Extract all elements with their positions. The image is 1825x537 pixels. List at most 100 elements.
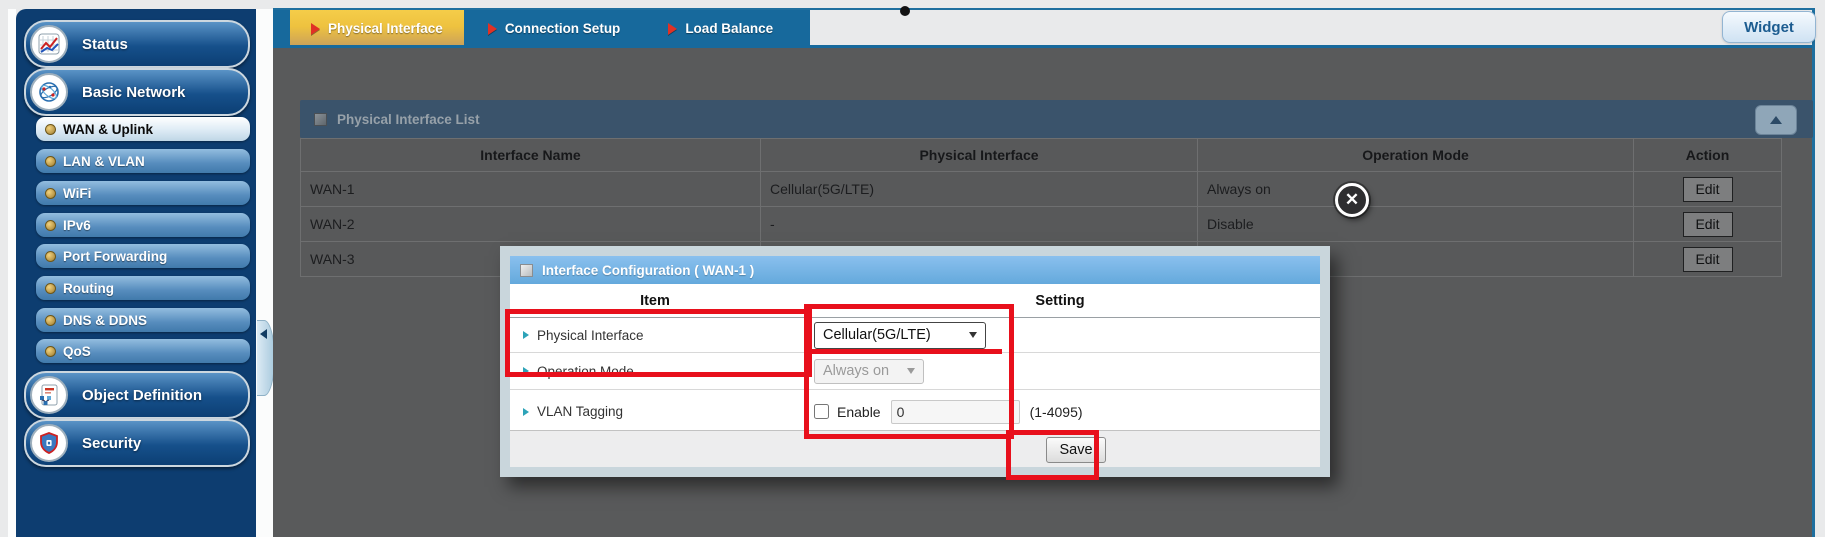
black-dot-marker — [900, 6, 910, 16]
dialog-title: Interface Configuration ( WAN-1 ) — [542, 262, 755, 278]
sidebar-item-wan-uplink[interactable]: WAN & Uplink — [36, 117, 250, 141]
action-cell: Edit — [1634, 172, 1781, 206]
vlan-range-hint: (1-4095) — [1029, 403, 1083, 420]
sidebar-item-label: Security — [82, 434, 142, 452]
security-shield-icon — [30, 424, 68, 462]
tab-connection-setup[interactable]: Connection Setup — [464, 10, 645, 47]
table-row-wan-1: WAN-1 Cellular(5G/LTE) Always on Edit — [301, 172, 1781, 207]
close-button[interactable]: ✕ — [1335, 183, 1369, 217]
dialog-body: Item Setting Physical Interface Cellular… — [510, 284, 1320, 433]
bullet-dot-icon — [45, 250, 56, 262]
interface-name-cell: WAN-1 — [301, 172, 761, 206]
tab-label: Physical Interface — [328, 21, 443, 36]
sidebar-item-label: Status — [82, 35, 128, 53]
vlan-enable-checkbox[interactable] — [814, 404, 829, 419]
physical-interface-row: Physical Interface Cellular(5G/LTE) — [510, 318, 1320, 353]
physical-interface-label: Physical Interface — [537, 327, 644, 343]
sidebar-item-port-forwarding[interactable]: Port Forwarding — [36, 244, 250, 268]
selected-value: Cellular(5G/LTE) — [823, 327, 931, 343]
bullet-dot-icon — [45, 123, 56, 135]
sidebar-item-status[interactable]: Status — [24, 20, 250, 68]
sidebar-item-qos[interactable]: QoS — [36, 339, 250, 363]
sidebar-item-object-definition[interactable]: Object Definition — [24, 371, 250, 419]
bullet-dot-icon — [45, 282, 56, 294]
frame-right-border — [1812, 8, 1815, 537]
action-cell: Edit — [1634, 207, 1781, 241]
status-chart-icon — [30, 25, 68, 63]
sidebar-item-security[interactable]: Security — [24, 419, 250, 467]
sidebar-item-label: WiFi — [63, 185, 92, 201]
operation-mode-row: Operation Mode Always on — [510, 353, 1320, 390]
table-row-wan-2: WAN-2 - Disable Edit — [301, 207, 1781, 242]
sidebar-item-dns-ddns[interactable]: DNS & DDNS — [36, 308, 250, 332]
network-globe-icon — [30, 73, 68, 111]
tab-arrow-icon — [487, 22, 497, 35]
sidebar-item-label: Routing — [63, 280, 114, 296]
item-bullet-icon — [523, 331, 529, 339]
vlan-enable-label: Enable — [837, 403, 881, 420]
operation-mode-select[interactable]: Always on — [814, 358, 924, 384]
bullet-dot-icon — [45, 155, 56, 167]
bullet-dot-icon — [45, 314, 56, 326]
setting-column-header: Setting — [1035, 292, 1085, 309]
sidebar-item-label: Object Definition — [82, 386, 202, 404]
sidebar-item-lan-vlan[interactable]: LAN & VLAN — [36, 149, 250, 173]
column-header: Physical Interface — [761, 139, 1198, 171]
column-header: Action — [1685, 147, 1730, 163]
item-column-header: Item — [640, 292, 670, 309]
sidebar-left-gutter — [8, 9, 16, 537]
edit-button[interactable]: Edit — [1682, 176, 1733, 202]
edit-button[interactable]: Edit — [1682, 211, 1733, 237]
interface-configuration-dialog: Interface Configuration ( WAN-1 ) Item S… — [500, 246, 1330, 477]
physical-interface-list-panel-header: Physical Interface List — [300, 100, 1813, 138]
panel-collapse-button[interactable] — [1755, 105, 1797, 135]
panel-title-icon — [314, 112, 327, 126]
interface-name-cell: WAN-2 — [301, 207, 761, 241]
item-bullet-icon — [523, 367, 529, 375]
tab-arrow-icon — [311, 22, 320, 35]
save-button[interactable]: Save — [1046, 437, 1106, 463]
sidebar-item-routing[interactable]: Routing — [36, 276, 250, 300]
chevron-down-icon — [907, 368, 915, 374]
chevron-left-icon — [260, 329, 267, 339]
close-icon: ✕ — [1344, 190, 1360, 209]
dialog-title-icon — [520, 263, 533, 277]
table-row-wan-3: WAN-3 Edit — [301, 242, 1781, 276]
tab-bar: Physical Interface Connection Setup Load… — [273, 10, 810, 47]
operation-mode-cell: Always on — [1198, 172, 1634, 206]
bullet-dot-icon — [45, 187, 56, 199]
operation-mode-cell — [1198, 242, 1634, 276]
action-cell: Edit — [1634, 242, 1781, 276]
sidebar: Status Basic Network WAN & Uplink LAN — [16, 9, 256, 537]
sidebar-item-label: DNS & DDNS — [63, 312, 148, 328]
column-header: Operation Mode — [1198, 139, 1634, 171]
physical-interface-select[interactable]: Cellular(5G/LTE) — [814, 321, 986, 349]
panel-title: Physical Interface List — [337, 111, 480, 127]
edit-button[interactable]: Edit — [1682, 246, 1733, 272]
vlan-id-input[interactable] — [890, 399, 1020, 424]
sidebar-item-label: WAN & Uplink — [63, 121, 153, 137]
dialog-header-row: Item Setting — [510, 284, 1320, 318]
sidebar-item-wifi[interactable]: WiFi — [36, 181, 250, 205]
highlight-box-divider — [806, 349, 1002, 354]
table-header-row: Interface Name Physical Interface Operat… — [301, 139, 1781, 172]
tab-physical-interface[interactable]: Physical Interface — [290, 10, 464, 47]
tab-bar-underline — [273, 45, 1812, 48]
tab-arrow-icon — [668, 22, 678, 35]
vlan-tagging-row: VLAN Tagging Enable (1-4095) — [510, 390, 1320, 433]
selected-value: Always on — [823, 363, 890, 379]
widget-button-label: Widget — [1744, 18, 1794, 36]
bullet-dot-icon — [45, 345, 56, 357]
operation-mode-cell: Disable — [1198, 207, 1634, 241]
column-header: Interface Name — [301, 139, 761, 171]
sidebar-item-label: Port Forwarding — [63, 248, 168, 264]
vlan-tagging-label: VLAN Tagging — [537, 404, 624, 419]
sidebar-item-label: IPv6 — [63, 217, 91, 233]
sidebar-item-basic-network[interactable]: Basic Network — [24, 68, 250, 116]
widget-button[interactable]: Widget — [1722, 11, 1816, 43]
chevron-up-icon — [1770, 116, 1782, 124]
tab-label: Load Balance — [685, 21, 774, 36]
sidebar-item-ipv6[interactable]: IPv6 — [36, 213, 250, 237]
tab-load-balance[interactable]: Load Balance — [644, 10, 797, 47]
